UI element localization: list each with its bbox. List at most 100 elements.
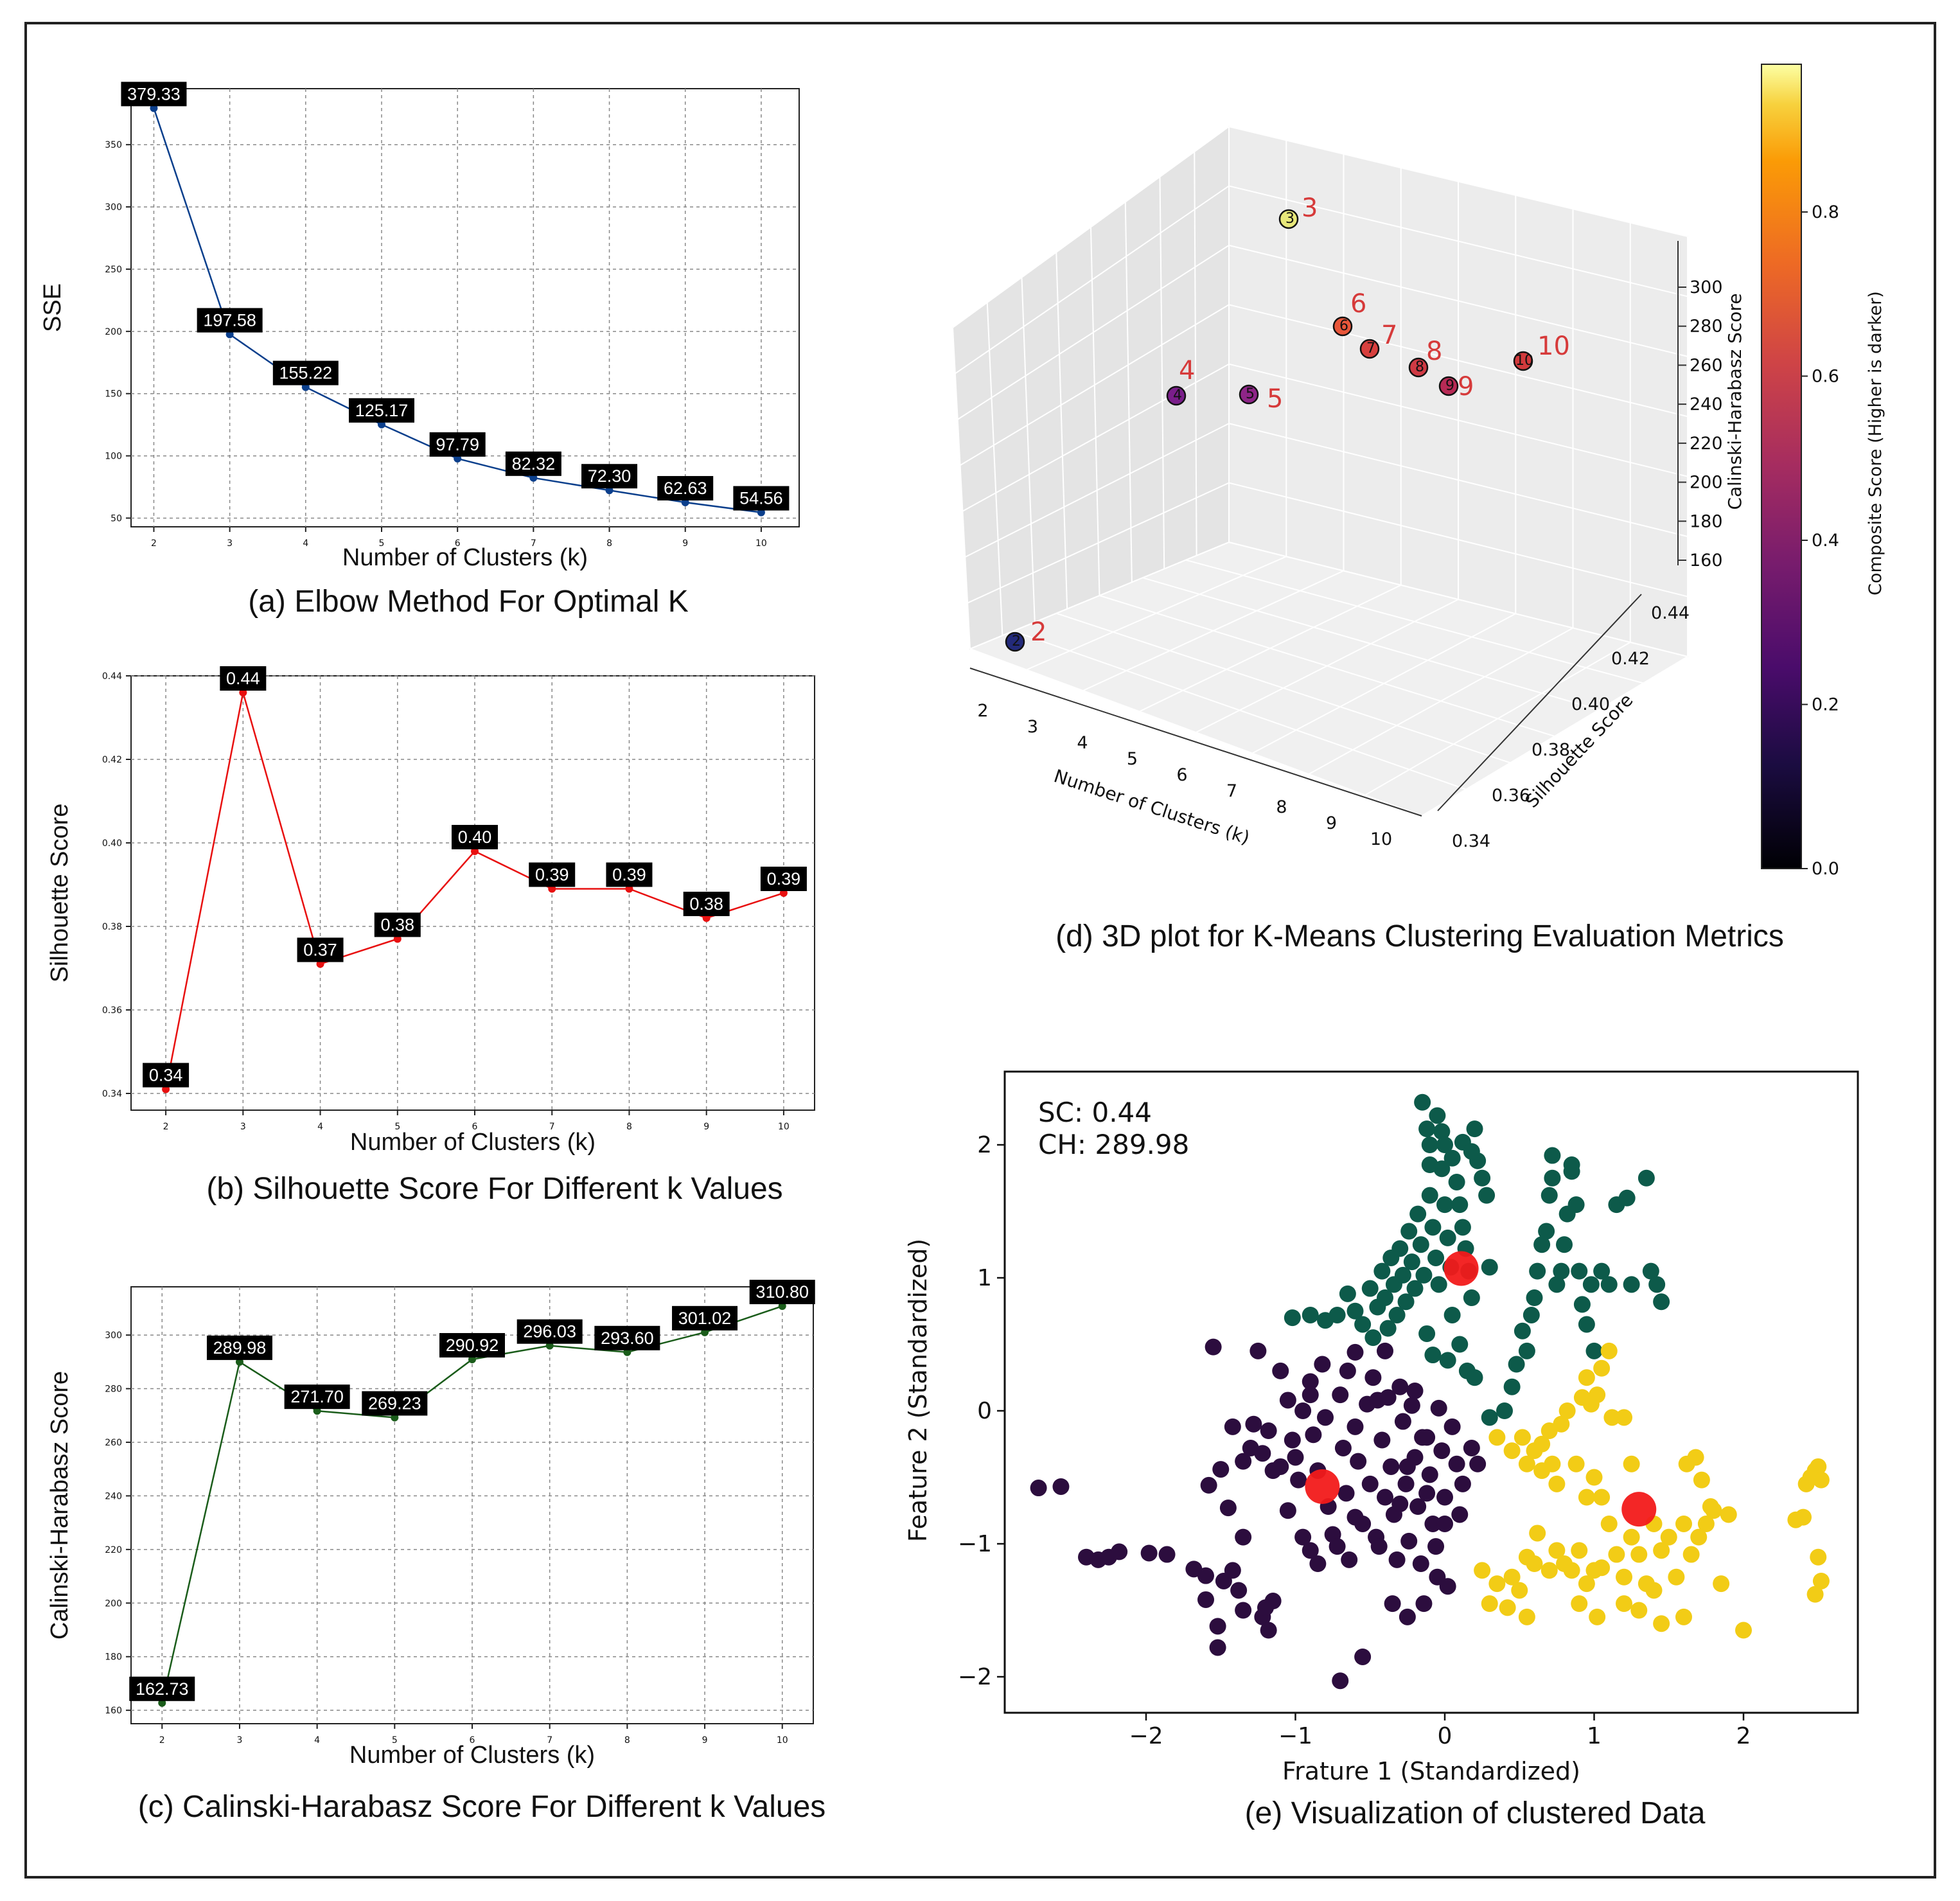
cluster-1-point <box>1379 1320 1397 1337</box>
tick-label-y: 150 <box>105 389 122 400</box>
cluster-2-point <box>1533 1462 1551 1480</box>
cluster-2-point <box>1488 1575 1506 1593</box>
cluster-0-point <box>1249 1342 1267 1359</box>
cluster-1-point <box>1388 1306 1406 1323</box>
grid-3d <box>955 185 1230 375</box>
grid-3d <box>969 648 1422 817</box>
cluster-1-point <box>1302 1306 1319 1323</box>
tick-label-x: 2 <box>163 1122 169 1132</box>
cluster-1-point <box>1329 1306 1346 1323</box>
point-k-label: 3 <box>1302 193 1318 223</box>
tick-label-y: 280 <box>105 1384 122 1395</box>
cluster-2-point <box>1645 1582 1663 1599</box>
colorbar-tick-label: 0.0 <box>1812 859 1839 879</box>
point-index-label: 8 <box>1415 359 1424 375</box>
data-label: 0.40 <box>458 827 492 847</box>
cluster-0-point <box>1399 1608 1416 1625</box>
point-3d <box>1513 351 1533 371</box>
tick-label-z3d: 180 <box>1690 511 1723 531</box>
cluster-1-point <box>1578 1316 1595 1333</box>
cluster-0-point <box>1394 1413 1411 1430</box>
cluster-1-point <box>1444 1149 1461 1167</box>
cluster-0-point <box>1346 1418 1364 1435</box>
data-label-box <box>362 1391 428 1416</box>
tick-label-y3d: 0.38 <box>1532 740 1570 760</box>
grid-3d <box>1012 630 1467 790</box>
cluster-1-point <box>1433 1123 1451 1140</box>
cluster-0-point <box>1257 1599 1274 1616</box>
data-label: 62.63 <box>664 479 707 498</box>
tick-label-y: 1 <box>977 1265 992 1291</box>
colorbar <box>1761 64 1802 869</box>
grid-3d <box>986 302 1003 636</box>
tick-label-x: 4 <box>317 1122 323 1132</box>
cluster-2-point <box>1548 1475 1566 1492</box>
z-axis-label-3d: Calinski-Harabasz Score <box>1724 293 1745 509</box>
cluster-0-point <box>1364 1369 1382 1386</box>
cluster-2-point <box>1558 1402 1576 1419</box>
data-label: 289.98 <box>213 1338 267 1357</box>
tick-label-y: 0 <box>977 1398 992 1424</box>
grid-3d <box>960 304 1230 466</box>
data-label: 0.39 <box>535 865 569 885</box>
colorbar-tick-label: 0.4 <box>1812 531 1839 551</box>
tick-label-y: 220 <box>105 1545 122 1555</box>
tick-label-x3d: 10 <box>1370 829 1392 849</box>
cluster-0-point <box>1454 1475 1471 1492</box>
cluster-0-point <box>1391 1378 1409 1395</box>
tick-label-x: 7 <box>531 538 536 549</box>
cluster-0-point <box>1212 1461 1230 1478</box>
grid-3d <box>1228 244 1688 357</box>
grid-3d <box>1056 612 1511 764</box>
data-label: 0.39 <box>612 865 646 885</box>
cluster-0-point <box>1377 1489 1393 1506</box>
tick-label-x: 7 <box>549 1122 555 1132</box>
cluster-0-point <box>1382 1458 1400 1475</box>
cluster-2-point <box>1578 1575 1595 1593</box>
colorbar-label: Composite Score (Higher is darker) <box>1866 291 1885 596</box>
cluster-2-point <box>1548 1542 1566 1559</box>
tick-label-y: 180 <box>105 1652 122 1663</box>
point-3d <box>1239 384 1259 405</box>
cluster-0-point <box>1279 1502 1296 1519</box>
cluster-2-point <box>1589 1386 1606 1404</box>
cluster-1-point <box>1638 1169 1655 1187</box>
data-label: 0.39 <box>767 869 801 889</box>
grid-3d <box>962 363 1230 512</box>
grid-3d <box>1021 277 1036 623</box>
caption-b: (b) Silhouette Score For Different k Val… <box>206 1172 782 1206</box>
tick-label-x3d: 7 <box>1226 781 1237 801</box>
grid-3d <box>1142 577 1600 711</box>
cluster-1-point <box>1503 1378 1521 1395</box>
cluster-2-point <box>1499 1599 1516 1616</box>
point-3d <box>1166 385 1187 406</box>
cluster-0-point <box>1332 1672 1349 1690</box>
data-label-box <box>272 360 339 385</box>
point-k-label: 7 <box>1381 321 1397 350</box>
cluster-0-point <box>1197 1567 1214 1584</box>
data-label-box <box>529 862 576 887</box>
cluster-2-point <box>1690 1528 1708 1546</box>
tick-label-y: 160 <box>105 1706 122 1716</box>
grid-3d <box>1228 363 1688 477</box>
cluster-0-point <box>1332 1386 1349 1404</box>
cluster-0-point <box>1302 1373 1319 1390</box>
tick-label-x: 10 <box>777 1735 788 1746</box>
tick-label-y: −1 <box>958 1531 992 1557</box>
cluster-0-point <box>1205 1338 1222 1356</box>
cluster-1-point <box>1541 1187 1558 1204</box>
cluster-0-point <box>1406 1382 1424 1399</box>
tick-label-x3d: 8 <box>1276 797 1287 817</box>
tick-label-y: 0.36 <box>102 1005 122 1016</box>
point-k-label: 6 <box>1350 289 1366 319</box>
data-label: 269.23 <box>368 1393 421 1413</box>
tick-label-x3d: 6 <box>1176 765 1187 785</box>
point-3d <box>1005 632 1025 652</box>
cluster-2-point <box>1675 1515 1692 1532</box>
cluster-1-point <box>1593 1262 1611 1280</box>
grid-3d <box>957 245 1230 420</box>
cluster-2-point <box>1653 1615 1670 1632</box>
cluster-1-point <box>1481 1409 1498 1426</box>
x-axis-label: Number of Clusters (k) <box>350 1129 596 1156</box>
